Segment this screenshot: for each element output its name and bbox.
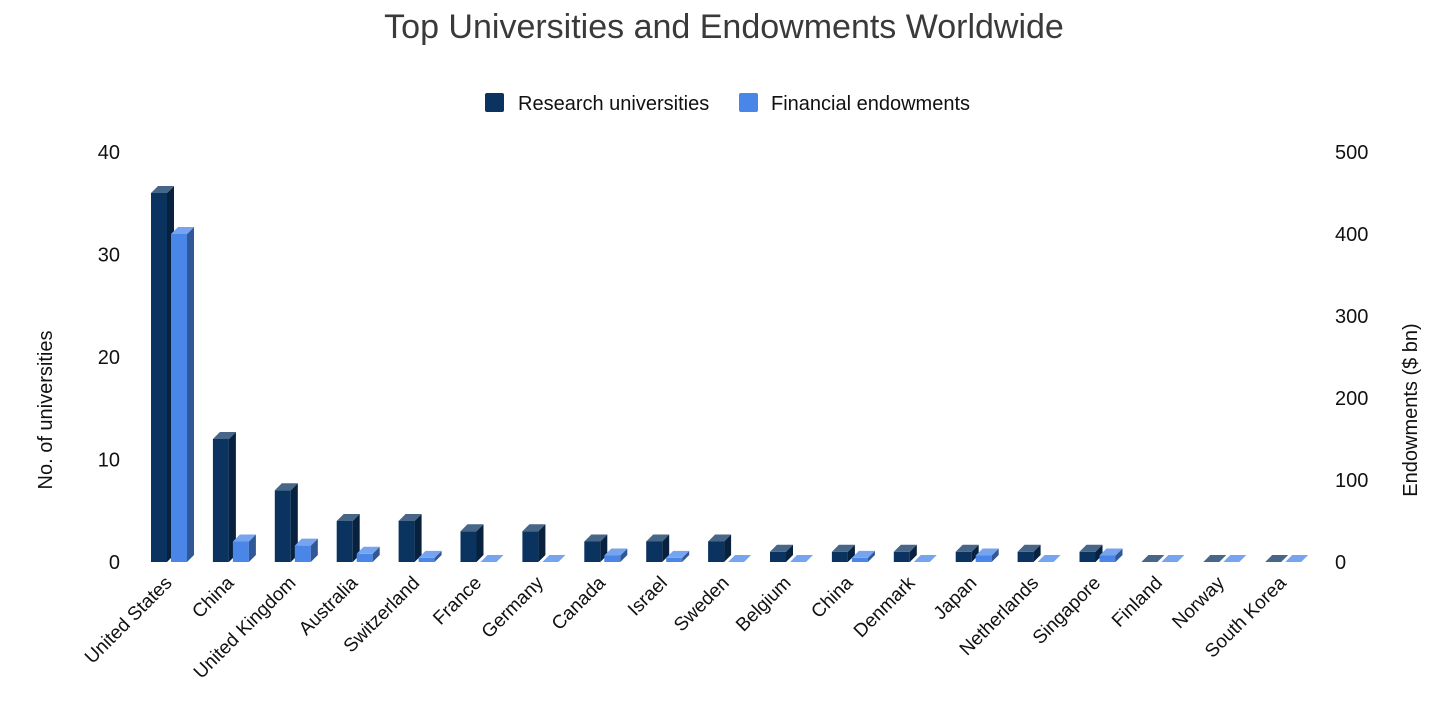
bar-financial-endowments bbox=[480, 555, 504, 562]
bar-financial-endowments bbox=[1223, 555, 1247, 562]
bar-financial-endowments bbox=[604, 548, 628, 562]
bar-research-universities bbox=[646, 534, 670, 562]
bar-research-universities bbox=[955, 544, 979, 562]
legend-label-research: Research universities bbox=[518, 93, 709, 115]
bar-research-universities bbox=[460, 524, 484, 562]
category-label: Denmark bbox=[850, 572, 920, 642]
y-tick-right: 200 bbox=[1335, 388, 1368, 410]
bar-financial-endowments bbox=[1099, 548, 1123, 562]
y-ticks-left: 0 10 20 30 40 bbox=[98, 142, 120, 574]
legend: Research universities Financial endowmen… bbox=[485, 93, 970, 115]
bar-research-universities bbox=[336, 514, 360, 562]
bar-financial-endowments bbox=[418, 550, 442, 562]
bar-research-universities bbox=[831, 544, 855, 562]
bar-research-universities bbox=[708, 534, 732, 562]
category-label: Canada bbox=[548, 572, 610, 634]
bar-research-universities bbox=[522, 524, 546, 562]
category-label: Finland bbox=[1108, 573, 1167, 632]
category-label: Sweden bbox=[670, 573, 733, 636]
bar-financial-endowments bbox=[975, 548, 999, 562]
y-tick-left: 40 bbox=[98, 142, 120, 164]
bar-research-universities bbox=[1017, 544, 1041, 562]
y-axis-label-left: No. of universities bbox=[35, 331, 57, 490]
bar-research-universities bbox=[770, 544, 793, 562]
y-axis-label-right: Endowments ($ bn) bbox=[1400, 323, 1422, 496]
bar-financial-endowments bbox=[1285, 555, 1309, 562]
y-tick-left: 20 bbox=[98, 347, 120, 369]
bar-financial-endowments bbox=[356, 546, 380, 562]
legend-label-endowments: Financial endowments bbox=[771, 93, 970, 115]
category-label: Belgium bbox=[732, 573, 795, 636]
category-label: Singapore bbox=[1029, 573, 1105, 649]
bar-financial-endowments bbox=[294, 538, 318, 562]
category-label: Israel bbox=[624, 573, 672, 621]
legend-swatch-endowments bbox=[739, 93, 758, 112]
category-label: United States bbox=[81, 573, 177, 669]
bar-research-universities bbox=[893, 544, 917, 562]
bar-financial-endowments bbox=[542, 555, 566, 562]
category-label: Norway bbox=[1168, 572, 1229, 633]
y-tick-left: 10 bbox=[98, 450, 120, 472]
y-tick-right: 0 bbox=[1335, 552, 1346, 574]
bar-research-universities bbox=[1079, 544, 1103, 562]
y-tick-left: 30 bbox=[98, 245, 120, 267]
bar-financial-endowments bbox=[666, 550, 690, 562]
bar-financial-endowments bbox=[913, 555, 937, 562]
y-tick-right: 300 bbox=[1335, 306, 1368, 328]
bar-financial-endowments bbox=[232, 534, 256, 562]
bar-financial-endowments bbox=[1161, 555, 1185, 562]
chart-title: Top Universities and Endowments Worldwid… bbox=[384, 8, 1064, 46]
y-tick-left: 0 bbox=[109, 552, 120, 574]
category-label: Japan bbox=[930, 573, 981, 624]
legend-swatch-research bbox=[485, 93, 504, 112]
category-label: China bbox=[807, 572, 857, 622]
category-label: Germany bbox=[478, 572, 548, 642]
bar-financial-endowments bbox=[790, 555, 813, 562]
bar-financial-endowments bbox=[171, 227, 194, 562]
bar-research-universities bbox=[212, 432, 236, 562]
bar-research-universities bbox=[1265, 555, 1289, 562]
bar-research-universities bbox=[151, 186, 174, 562]
bar-research-universities bbox=[1203, 555, 1227, 562]
y-ticks-right: 0 100 200 300 400 500 bbox=[1335, 142, 1368, 574]
category-label: China bbox=[188, 572, 238, 622]
bar-research-universities bbox=[398, 514, 422, 562]
bar-research-universities bbox=[274, 483, 298, 562]
y-tick-right: 500 bbox=[1335, 142, 1368, 164]
category-label: France bbox=[429, 573, 486, 630]
bar-research-universities bbox=[1141, 555, 1165, 562]
bar-financial-endowments bbox=[1037, 555, 1061, 562]
bar-research-universities bbox=[584, 534, 608, 562]
y-tick-right: 100 bbox=[1335, 470, 1368, 492]
bars bbox=[151, 186, 1309, 562]
bar-financial-endowments bbox=[851, 550, 875, 562]
bar-financial-endowments bbox=[728, 555, 752, 562]
y-tick-right: 400 bbox=[1335, 224, 1368, 246]
